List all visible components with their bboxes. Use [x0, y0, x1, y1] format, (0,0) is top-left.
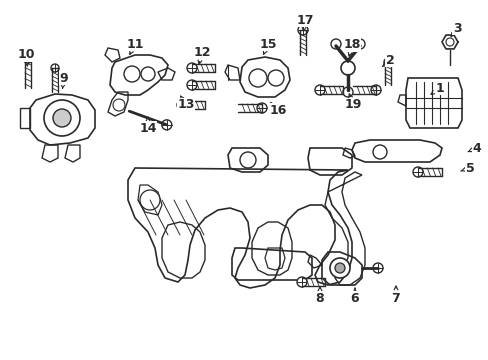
Text: 4: 4	[472, 141, 480, 154]
Circle shape	[445, 38, 453, 46]
Circle shape	[186, 80, 197, 90]
Circle shape	[412, 167, 422, 177]
Text: 17: 17	[296, 13, 313, 27]
Text: 18: 18	[343, 39, 360, 51]
Text: 7: 7	[391, 292, 400, 305]
Circle shape	[314, 85, 325, 95]
Text: 3: 3	[452, 22, 460, 35]
Text: 14: 14	[139, 122, 157, 135]
Circle shape	[372, 263, 382, 273]
Text: 16: 16	[269, 104, 286, 117]
Circle shape	[296, 277, 306, 287]
Circle shape	[342, 87, 352, 97]
Circle shape	[53, 109, 71, 127]
Circle shape	[267, 70, 284, 86]
Text: 11: 11	[126, 37, 143, 50]
Text: 8: 8	[315, 292, 324, 305]
Circle shape	[334, 263, 345, 273]
Circle shape	[240, 152, 256, 168]
Circle shape	[257, 103, 266, 113]
Text: 6: 6	[350, 292, 359, 305]
Text: 5: 5	[465, 162, 473, 175]
Circle shape	[297, 25, 307, 35]
Circle shape	[329, 258, 349, 278]
Text: 12: 12	[193, 45, 210, 58]
Circle shape	[372, 145, 386, 159]
Circle shape	[383, 58, 391, 66]
Text: 2: 2	[385, 54, 393, 67]
Circle shape	[186, 63, 197, 73]
Text: 19: 19	[344, 99, 361, 112]
Text: 10: 10	[17, 49, 35, 62]
Circle shape	[23, 53, 33, 63]
Circle shape	[51, 64, 59, 72]
Circle shape	[141, 67, 155, 81]
Circle shape	[340, 61, 354, 75]
Text: 13: 13	[177, 99, 194, 112]
Circle shape	[354, 39, 364, 49]
Text: 9: 9	[60, 72, 68, 85]
Text: 15: 15	[259, 37, 276, 50]
Circle shape	[44, 100, 80, 136]
Circle shape	[248, 69, 266, 87]
Circle shape	[370, 85, 380, 95]
Circle shape	[162, 120, 171, 130]
Circle shape	[177, 100, 186, 110]
Circle shape	[124, 66, 140, 82]
Circle shape	[140, 190, 160, 210]
Circle shape	[113, 99, 125, 111]
Circle shape	[330, 39, 340, 49]
Text: 1: 1	[435, 81, 444, 94]
